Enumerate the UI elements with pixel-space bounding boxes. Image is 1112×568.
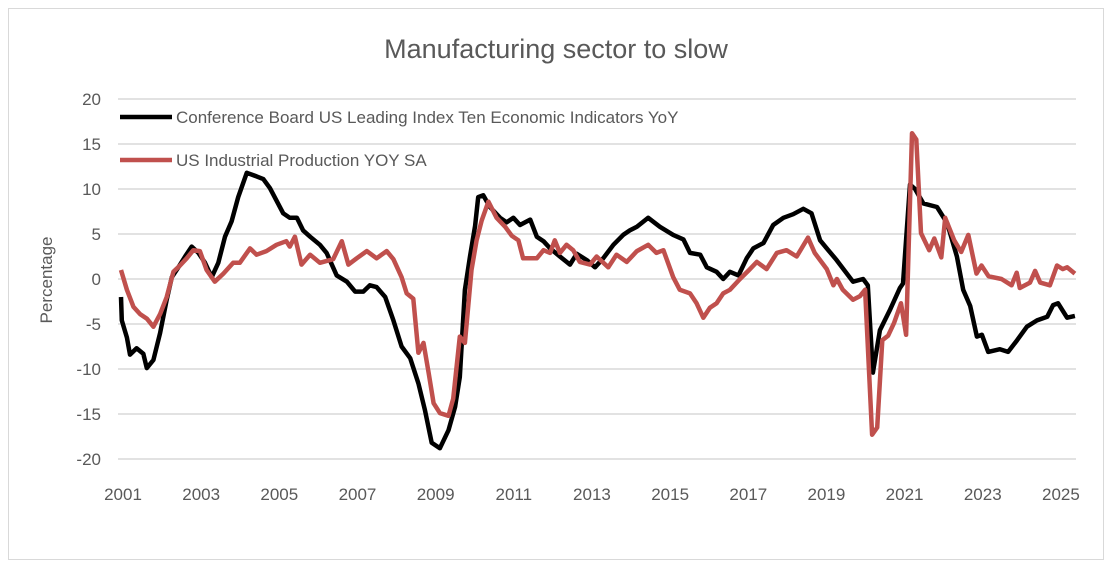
x-tick-label: 2021 xyxy=(886,485,924,504)
y-tick-label: 0 xyxy=(92,270,101,289)
x-tick-label: 2013 xyxy=(573,485,611,504)
legend-label: US Industrial Production YOY SA xyxy=(176,151,427,170)
x-tick-label: 2015 xyxy=(651,485,689,504)
x-tick-label: 2003 xyxy=(182,485,220,504)
y-tick-label: 5 xyxy=(92,225,101,244)
x-tick-label: 2009 xyxy=(417,485,455,504)
chart-frame xyxy=(8,8,1104,560)
x-tick-label: 2025 xyxy=(1042,485,1080,504)
x-tick-label: 2005 xyxy=(260,485,298,504)
y-tick-label: 20 xyxy=(82,90,101,109)
y-tick-label: -15 xyxy=(76,405,101,424)
x-tick-label: 2017 xyxy=(729,485,767,504)
y-tick-label: -5 xyxy=(86,315,101,334)
series-line-leading-index xyxy=(118,170,1076,451)
x-tick-label: 2011 xyxy=(496,485,533,504)
y-tick-label: -20 xyxy=(76,450,101,469)
y-tick-label: -10 xyxy=(76,360,101,379)
y-tick-label: 10 xyxy=(82,180,101,199)
chart-title: Manufacturing sector to slow xyxy=(384,34,728,64)
legend-label: Conference Board US Leading Index Ten Ec… xyxy=(176,108,678,127)
y-tick-label: 15 xyxy=(82,135,101,154)
x-tick-label: 2023 xyxy=(964,485,1002,504)
series-line-industrial-production xyxy=(118,130,1077,437)
y-axis-label: Percentage xyxy=(37,237,56,324)
x-tick-label: 2001 xyxy=(104,485,142,504)
x-tick-label: 2019 xyxy=(808,485,846,504)
x-tick-label: 2007 xyxy=(339,485,377,504)
